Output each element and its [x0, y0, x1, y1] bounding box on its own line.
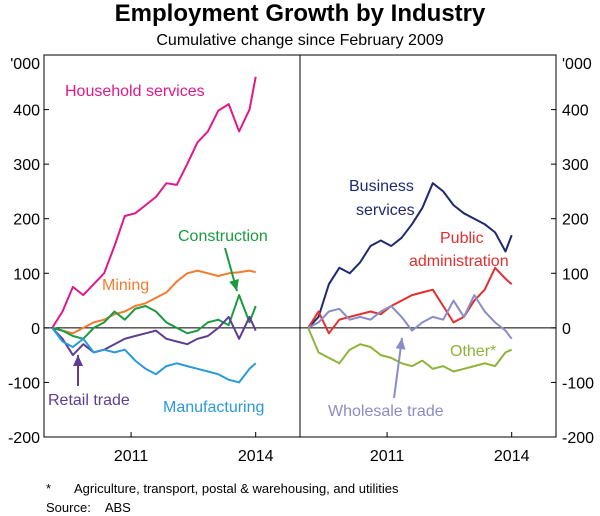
- unit-label-left: '000: [10, 56, 40, 73]
- chart-subtitle: Cumulative change since February 2009: [156, 32, 444, 49]
- series-line-construction: [51, 294, 257, 340]
- chart-area: -200 -200 -100 -100 0 0 100 100 200 200 300 300 400 4…: [8, 54, 594, 465]
- source-value: ABS: [104, 500, 131, 515]
- chart-title: Employment Growth by Industry: [114, 0, 486, 27]
- wholesale-arrow-head: [395, 338, 406, 350]
- series-line-public-administration: [307, 266, 513, 335]
- chart-axes: [43, 54, 557, 438]
- tick-labels: -200 -200 -100 -100 0 0 100 100 200 200 300 300 400 4…: [8, 56, 594, 465]
- y-tick-right: 100: [562, 266, 589, 283]
- series-label: Mining: [102, 277, 149, 294]
- series-line-retail-trade: [51, 315, 257, 357]
- series-line-wholesale-trade: [307, 294, 513, 340]
- y-tick-right: -200: [562, 430, 594, 447]
- series-line-manufacturing: [51, 327, 257, 384]
- y-tick-left: -100: [8, 375, 40, 392]
- series-label: administration: [409, 253, 509, 270]
- series-line-household-services: [51, 76, 257, 329]
- y-tick-left: 400: [13, 103, 40, 120]
- retail-arrow-head: [73, 355, 83, 366]
- series-label: Wholesale trade: [328, 403, 444, 420]
- y-tick-left: 300: [13, 157, 40, 174]
- x-tick-label: 2011: [114, 448, 149, 465]
- y-tick-right: 300: [562, 157, 589, 174]
- x-tick-label: 2014: [494, 448, 530, 465]
- y-tick-right: -100: [562, 375, 594, 392]
- series-line-business-services: [307, 182, 513, 329]
- y-tick-right: 0: [562, 321, 571, 338]
- series-label: Other*: [450, 343, 496, 360]
- y-tick-right: 400: [562, 103, 589, 120]
- series-label: services: [356, 202, 415, 219]
- footnote-mark: *: [46, 481, 52, 496]
- x-tick-label: 2014: [238, 448, 274, 465]
- footnote-text: Agriculture, transport, postal & warehou…: [74, 481, 399, 496]
- source-label: Source:: [46, 500, 91, 515]
- series-label: Manufacturing: [163, 399, 264, 416]
- y-tick-left: -200: [8, 430, 40, 447]
- unit-label-right: '000: [562, 56, 592, 73]
- series-label: Household services: [65, 83, 205, 100]
- x-tick-label: 2011: [370, 448, 405, 465]
- series-line-mining: [51, 269, 256, 335]
- series-label: Public: [440, 230, 484, 247]
- y-tick-right: 200: [562, 212, 589, 229]
- y-tick-left: 0: [31, 321, 40, 338]
- series-label: Business: [349, 178, 414, 195]
- series-line-other-: [307, 327, 513, 373]
- series-lines: [51, 76, 513, 384]
- y-tick-left: 100: [13, 266, 40, 283]
- series-labels: Household services Mining Construction Reta…: [48, 83, 509, 420]
- series-label: Construction: [178, 228, 268, 245]
- construction-arrow-head: [229, 279, 239, 291]
- y-tick-left: 200: [13, 212, 40, 229]
- source-line: Source: ABS: [46, 500, 131, 515]
- series-label: Retail trade: [48, 392, 130, 409]
